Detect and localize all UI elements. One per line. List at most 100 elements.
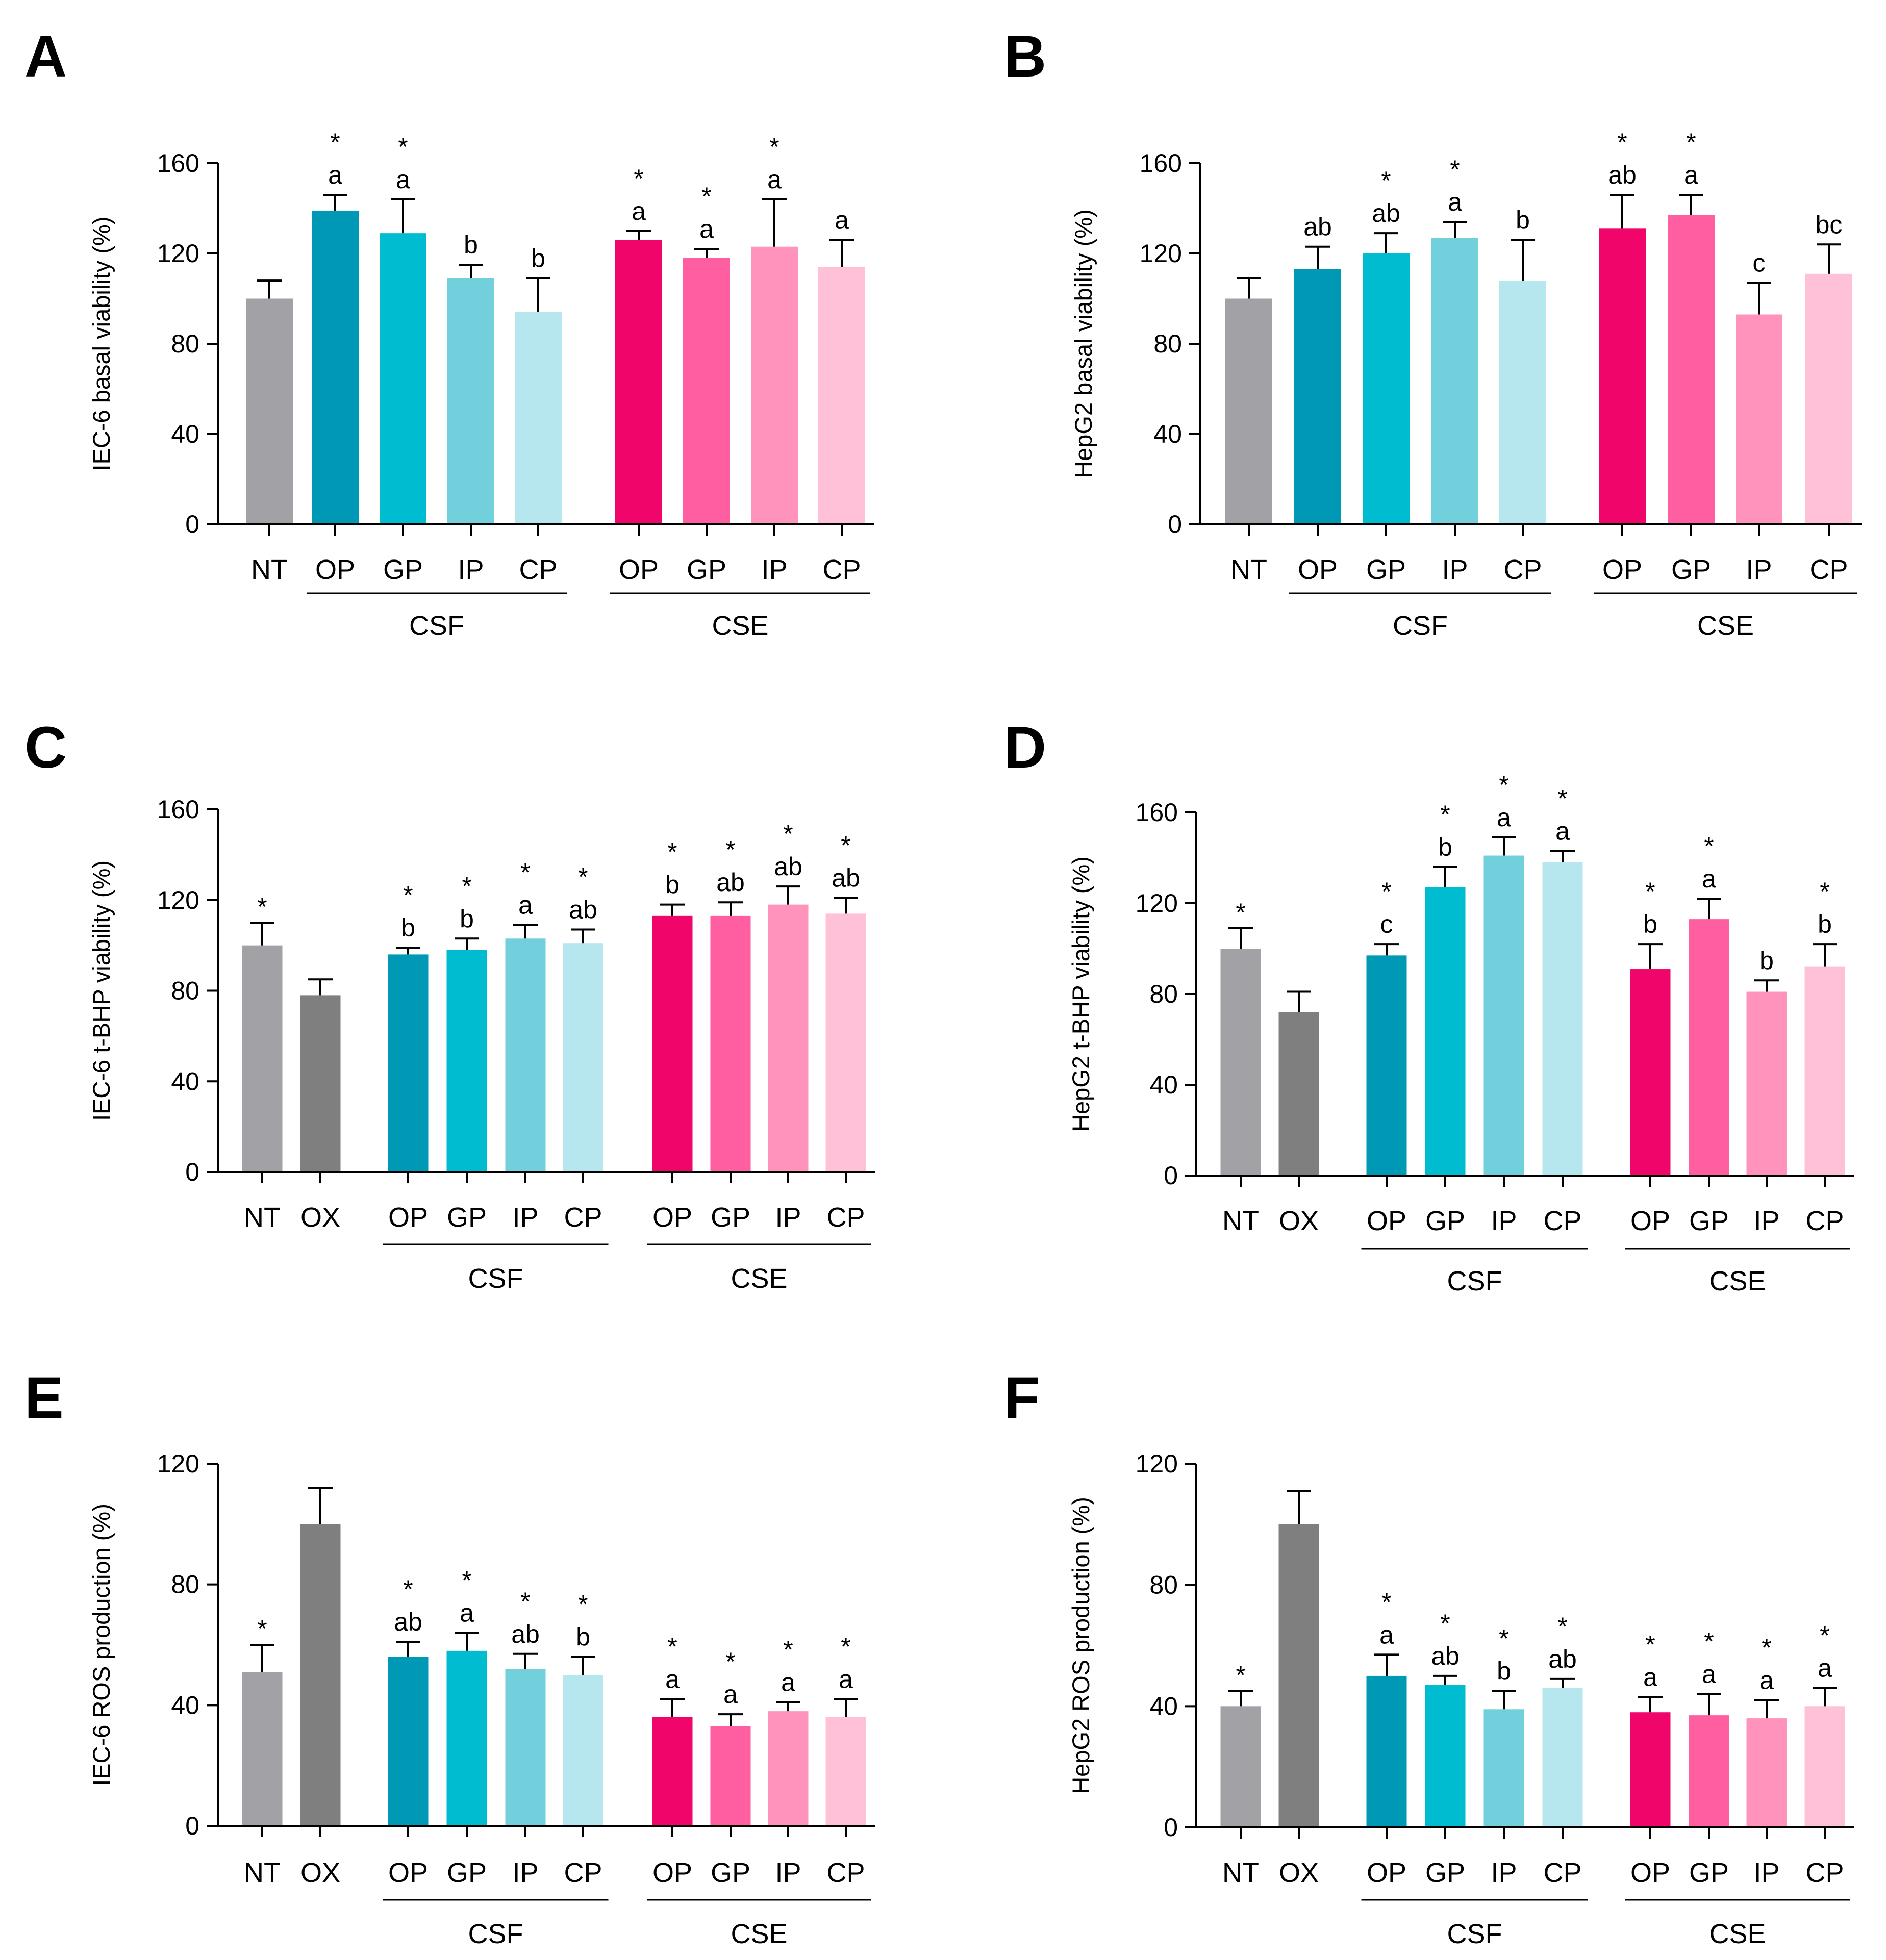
significance-letter: a — [767, 165, 782, 194]
significance-star: * — [1440, 800, 1450, 829]
x-tick-label: OX — [1279, 1206, 1319, 1236]
group-label-cse: CSE — [731, 1919, 787, 1949]
significance-star: * — [841, 1633, 850, 1661]
significance-letter: a — [665, 1665, 680, 1694]
x-tick-label: GP — [1425, 1206, 1465, 1236]
bar-cp — [1499, 281, 1546, 524]
significance-star: * — [1686, 128, 1696, 157]
y-tick-label: 40 — [171, 1067, 199, 1096]
y-tick-label: 120 — [1140, 239, 1182, 268]
group-label-cse: CSE — [1709, 1266, 1766, 1296]
y-tick-label: 0 — [1168, 510, 1182, 539]
bar-cp — [1805, 273, 1852, 524]
x-tick-label: OP — [388, 1857, 428, 1888]
bar-gp — [1425, 1685, 1466, 1827]
y-tick-label: 80 — [171, 977, 199, 1005]
significance-letter: a — [1555, 817, 1570, 846]
y-axis-title: IEC-6 t-BHP viability (%) — [88, 860, 115, 1121]
x-tick-label: CP — [1543, 1206, 1581, 1236]
y-tick-label: 40 — [1149, 1071, 1178, 1099]
significance-star: * — [1236, 1661, 1245, 1690]
x-tick-label: OP — [619, 554, 659, 585]
significance-star: * — [1820, 877, 1829, 906]
bar-gp — [1668, 215, 1715, 524]
significance-letter: a — [839, 1665, 853, 1694]
significance-letter: b — [1516, 206, 1530, 234]
bar-op — [312, 210, 359, 524]
panel-letter: B — [1004, 24, 1046, 89]
significance-letter: a — [1379, 1620, 1394, 1649]
x-tick-label: GP — [1366, 554, 1406, 585]
bar-gp — [380, 233, 426, 524]
x-tick-label: IP — [775, 1202, 801, 1233]
bar-ip — [447, 278, 494, 524]
bar-nt — [1220, 949, 1261, 1176]
x-tick-label: IP — [775, 1857, 801, 1888]
y-tick-label: 80 — [1149, 1571, 1178, 1599]
bar-op — [388, 954, 429, 1172]
significance-letter: ab — [716, 868, 745, 897]
significance-letter: a — [781, 1668, 795, 1696]
significance-star: * — [1236, 898, 1245, 927]
group-label-csf: CSF — [409, 610, 464, 641]
group-label-cse: CSE — [731, 1263, 787, 1294]
x-tick-label: OP — [652, 1857, 692, 1888]
x-tick-label: NT — [251, 554, 288, 585]
x-tick-label: CP — [1543, 1857, 1581, 1888]
bar-nt — [242, 945, 283, 1172]
x-tick-label: CP — [564, 1202, 602, 1233]
significance-star: * — [725, 1647, 735, 1676]
x-tick-label: GP — [447, 1857, 487, 1888]
y-tick-label: 160 — [157, 149, 199, 177]
panel-f: F HepG2 ROS production (%) * NT OX a * OP ab * GP b… — [1004, 1365, 1854, 1949]
bar-ip — [768, 1711, 809, 1826]
y-tick-label: 40 — [1149, 1692, 1178, 1720]
y-axis-title: HepG2 ROS production (%) — [1067, 1497, 1094, 1794]
bar-gp — [1425, 887, 1466, 1176]
significance-star: * — [520, 858, 530, 887]
significance-star: * — [462, 1566, 471, 1594]
bar-cp — [1804, 1706, 1845, 1827]
bar-ip — [1483, 855, 1524, 1176]
significance-star: * — [1440, 1609, 1450, 1638]
significance-star: * — [1381, 166, 1391, 195]
y-tick-label: 120 — [1136, 1449, 1178, 1478]
bar-ox — [1278, 1012, 1319, 1176]
significance-star: * — [398, 133, 408, 161]
x-tick-label: CP — [1503, 554, 1542, 585]
group-label-csf: CSF — [1447, 1266, 1502, 1296]
y-tick-label: 120 — [157, 886, 199, 914]
x-tick-label: NT — [1230, 554, 1267, 585]
significance-letter: b — [401, 913, 415, 942]
x-tick-label: IP — [1753, 1857, 1779, 1888]
x-tick-label: OP — [1367, 1857, 1406, 1888]
y-tick-label: 40 — [1153, 420, 1182, 448]
significance-letter: b — [460, 904, 474, 933]
significance-letter: b — [1497, 1657, 1511, 1686]
group-label-cse: CSE — [1697, 610, 1754, 641]
bar-ip — [768, 904, 809, 1172]
bar-cp — [825, 1717, 866, 1826]
x-tick-label: CP — [1805, 1206, 1844, 1236]
significance-star: * — [667, 1633, 677, 1661]
panel-letter: A — [24, 24, 67, 89]
significance-star: * — [725, 835, 735, 864]
panel-letter: C — [24, 715, 67, 780]
y-tick-label: 80 — [1153, 329, 1182, 358]
bar-nt — [246, 298, 293, 524]
x-tick-label: OP — [1602, 554, 1642, 585]
x-tick-label: NT — [244, 1857, 281, 1888]
x-tick-label: OP — [1367, 1206, 1406, 1236]
x-tick-label: IP — [458, 554, 484, 585]
bar-ip — [1431, 238, 1478, 524]
panel-letter: F — [1004, 1365, 1040, 1431]
significance-star: * — [330, 128, 340, 157]
x-tick-label: GP — [447, 1202, 487, 1233]
significance-letter: a — [1818, 1654, 1832, 1683]
significance-letter: a — [1759, 1666, 1774, 1694]
x-tick-label: IP — [1491, 1857, 1517, 1888]
bar-ox — [1278, 1524, 1319, 1827]
significance-letter: ab — [511, 1620, 540, 1648]
group-label-csf: CSF — [1393, 610, 1448, 641]
